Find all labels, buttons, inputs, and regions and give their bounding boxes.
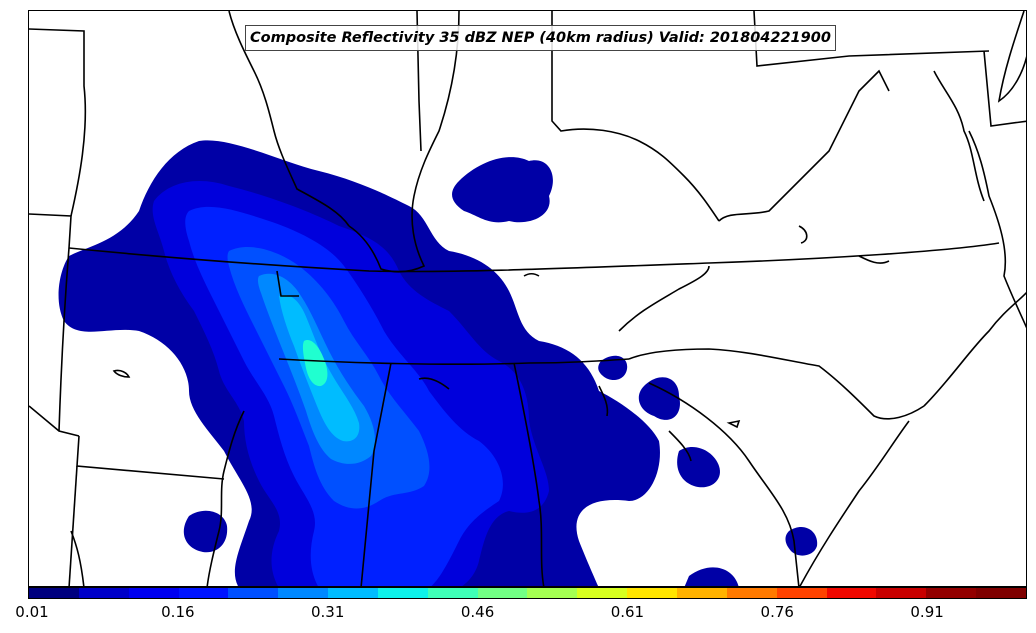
probability-map	[29, 11, 1026, 586]
border-line	[58, 247, 70, 432]
colorbar-segment	[278, 588, 329, 598]
map-panel: Composite Reflectivity 35 dBZ NEP (40km …	[28, 10, 1027, 587]
colorbar-segment	[876, 588, 927, 598]
border-line	[648, 382, 800, 586]
colorbar	[28, 587, 1027, 599]
border-line	[923, 291, 1026, 407]
colorbar-segment	[178, 588, 229, 598]
colorbar-tick-label: 0.91	[910, 603, 944, 621]
border-line	[933, 70, 985, 202]
border-line	[29, 213, 72, 249]
border-line	[76, 435, 225, 480]
colorbar-segment	[128, 588, 179, 598]
border-line	[628, 348, 925, 420]
border-line	[997, 11, 1026, 103]
contour-p01-cluster-se	[684, 567, 739, 586]
border-line	[598, 385, 609, 417]
border-line	[858, 255, 890, 264]
border-line	[360, 362, 392, 586]
border-line	[983, 50, 1026, 127]
colorbar-segment	[976, 588, 1026, 598]
border-line	[726, 419, 741, 429]
contour-p01-cluster-tn	[598, 355, 628, 381]
colorbar-segment	[926, 588, 977, 598]
contour-p01-cluster-fl	[785, 526, 818, 556]
map-title: Composite Reflectivity 35 dBZ NEP (40km …	[245, 25, 836, 51]
colorbar-segment	[627, 588, 677, 598]
border-line	[718, 69, 890, 222]
colorbar-segment	[577, 588, 628, 598]
colorbar-segment	[676, 588, 727, 598]
border-line	[68, 465, 78, 586]
border-line	[418, 377, 450, 390]
colorbar-segment	[377, 588, 428, 598]
colorbar-segment	[527, 588, 578, 598]
border-line	[276, 270, 299, 297]
border-line	[551, 11, 720, 222]
colorbar-segment	[427, 588, 478, 598]
colorbar-tick-label: 0.31	[310, 603, 345, 621]
colorbar-segment	[78, 588, 129, 598]
contour-p31	[302, 340, 328, 387]
border-line	[206, 410, 245, 586]
border-line	[513, 362, 545, 586]
border-line	[668, 430, 692, 462]
border-line	[968, 130, 1026, 329]
colorbar-tick-label: 0.16	[161, 603, 195, 621]
state-borders	[29, 11, 1026, 586]
colorbar-segment	[477, 588, 528, 598]
colorbar-segment	[776, 588, 827, 598]
colorbar-segment	[328, 588, 378, 598]
border-line	[70, 530, 85, 586]
border-line	[68, 242, 1000, 273]
border-line	[29, 405, 80, 437]
contour-p01-cluster-ga	[677, 446, 720, 488]
colorbar-segment	[29, 588, 79, 598]
contour-p01-cluster-sc	[638, 377, 680, 420]
border-line	[228, 11, 350, 227]
colorbar-tick-label: 0.01	[15, 603, 49, 621]
border-line	[348, 11, 460, 273]
contour-p01-cluster-ohio	[452, 157, 553, 223]
colorbar-tick-label: 0.61	[610, 603, 645, 621]
colorbar-segment	[726, 588, 777, 598]
border-line	[798, 225, 808, 244]
border-line	[799, 420, 910, 586]
colorbar-tick-label: 0.76	[760, 603, 794, 621]
border-line	[112, 369, 131, 378]
border-line	[278, 358, 630, 366]
border-line	[29, 28, 87, 217]
border-line	[618, 265, 710, 332]
colorbar-tick-label: 0.46	[460, 603, 495, 621]
colorbar-segment	[826, 588, 877, 598]
colorbar-segment	[228, 588, 279, 598]
border-line	[523, 272, 540, 277]
